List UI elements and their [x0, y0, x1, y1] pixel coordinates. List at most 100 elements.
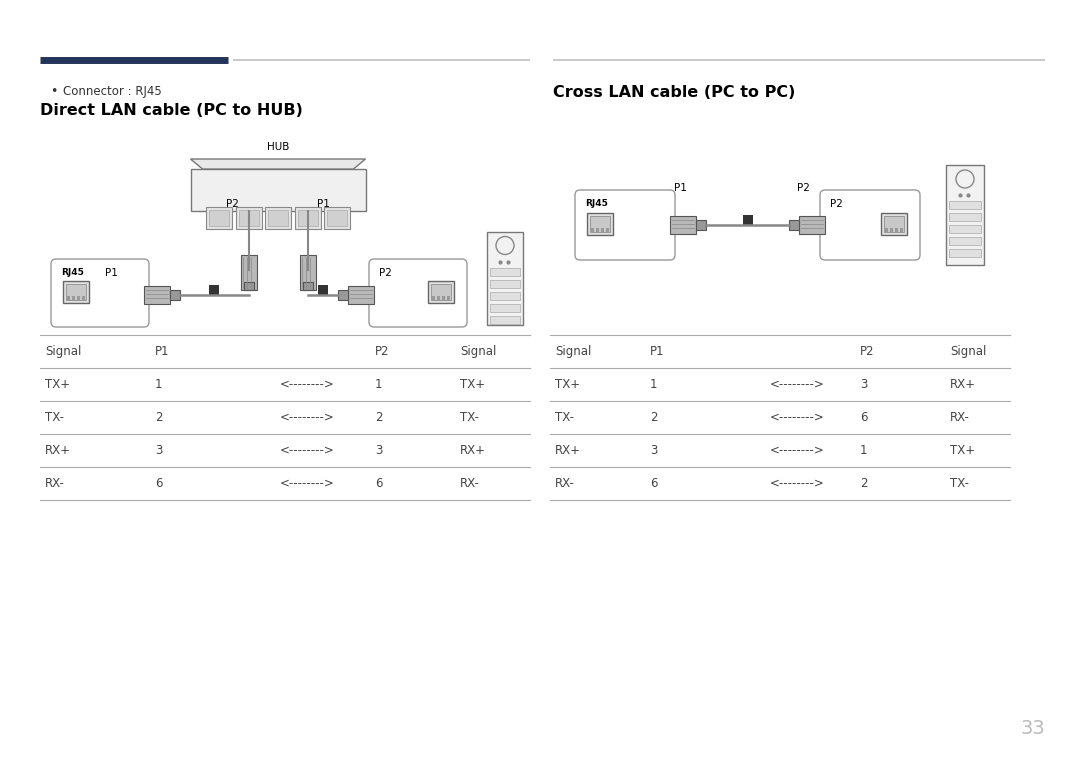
Text: 1: 1 [375, 378, 382, 391]
FancyBboxPatch shape [949, 249, 981, 257]
FancyBboxPatch shape [946, 165, 984, 265]
FancyBboxPatch shape [596, 228, 599, 232]
Text: 6: 6 [375, 477, 382, 490]
Text: RJ45: RJ45 [585, 199, 608, 208]
FancyBboxPatch shape [295, 207, 321, 229]
Text: 2: 2 [650, 411, 658, 424]
FancyBboxPatch shape [949, 213, 981, 221]
FancyBboxPatch shape [490, 268, 519, 275]
FancyBboxPatch shape [490, 291, 519, 300]
Text: P2: P2 [831, 199, 842, 209]
Text: 2: 2 [156, 411, 162, 424]
Polygon shape [190, 159, 365, 169]
Text: RX-: RX- [555, 477, 575, 490]
FancyBboxPatch shape [895, 228, 897, 232]
FancyBboxPatch shape [432, 296, 435, 300]
FancyBboxPatch shape [696, 220, 706, 230]
Text: Cross LAN cable (PC to PC): Cross LAN cable (PC to PC) [553, 85, 795, 100]
Text: <-------->: <--------> [280, 477, 335, 490]
Text: P2: P2 [860, 345, 875, 358]
FancyBboxPatch shape [799, 216, 825, 234]
FancyBboxPatch shape [900, 228, 903, 232]
FancyBboxPatch shape [235, 207, 261, 229]
Text: P2: P2 [375, 345, 390, 358]
FancyBboxPatch shape [490, 304, 519, 311]
Text: TX+: TX+ [45, 378, 70, 391]
FancyBboxPatch shape [820, 190, 920, 260]
Text: P1: P1 [156, 345, 170, 358]
Text: •: • [50, 85, 57, 98]
Text: Signal: Signal [555, 345, 592, 358]
FancyBboxPatch shape [437, 296, 440, 300]
Text: 3: 3 [650, 444, 658, 457]
Text: RX+: RX+ [950, 378, 976, 391]
Text: <-------->: <--------> [770, 378, 825, 391]
FancyBboxPatch shape [170, 290, 180, 300]
FancyBboxPatch shape [670, 216, 696, 234]
Text: 33: 33 [1021, 719, 1045, 738]
FancyBboxPatch shape [239, 210, 258, 226]
FancyBboxPatch shape [885, 216, 904, 232]
FancyBboxPatch shape [949, 201, 981, 209]
Text: RJ45: RJ45 [60, 268, 84, 277]
Text: TX-: TX- [45, 411, 64, 424]
FancyBboxPatch shape [297, 210, 318, 226]
FancyBboxPatch shape [327, 210, 347, 226]
Text: Connector : RJ45: Connector : RJ45 [63, 85, 162, 98]
Text: P2: P2 [226, 199, 239, 209]
Text: P1: P1 [674, 183, 687, 193]
Text: P1: P1 [650, 345, 664, 358]
Text: Signal: Signal [950, 345, 986, 358]
FancyBboxPatch shape [51, 259, 149, 327]
FancyBboxPatch shape [949, 237, 981, 245]
Text: RX-: RX- [950, 411, 970, 424]
Text: 2: 2 [375, 411, 382, 424]
FancyBboxPatch shape [428, 281, 454, 303]
FancyBboxPatch shape [588, 213, 613, 235]
FancyBboxPatch shape [210, 210, 229, 226]
Text: RX-: RX- [45, 477, 65, 490]
FancyBboxPatch shape [606, 228, 609, 232]
FancyBboxPatch shape [210, 285, 219, 295]
Text: RX+: RX+ [460, 444, 486, 457]
Text: 3: 3 [860, 378, 867, 391]
Text: 6: 6 [650, 477, 658, 490]
FancyBboxPatch shape [447, 296, 450, 300]
FancyBboxPatch shape [881, 213, 907, 235]
FancyBboxPatch shape [442, 296, 445, 300]
Text: TX-: TX- [555, 411, 573, 424]
FancyBboxPatch shape [63, 281, 89, 303]
Text: <-------->: <--------> [770, 444, 825, 457]
Text: RX+: RX+ [555, 444, 581, 457]
FancyBboxPatch shape [77, 296, 80, 300]
Text: <-------->: <--------> [280, 444, 335, 457]
FancyBboxPatch shape [265, 207, 291, 229]
FancyBboxPatch shape [490, 315, 519, 324]
Text: <-------->: <--------> [770, 477, 825, 490]
FancyBboxPatch shape [590, 216, 610, 232]
Text: <-------->: <--------> [280, 378, 335, 391]
FancyBboxPatch shape [324, 207, 350, 229]
Text: P2: P2 [797, 183, 810, 193]
FancyBboxPatch shape [743, 215, 753, 225]
FancyBboxPatch shape [299, 255, 315, 290]
FancyBboxPatch shape [885, 228, 888, 232]
Text: P1: P1 [318, 199, 330, 209]
Text: TX+: TX+ [555, 378, 580, 391]
FancyBboxPatch shape [144, 286, 170, 304]
FancyBboxPatch shape [890, 228, 893, 232]
FancyBboxPatch shape [268, 210, 288, 226]
Text: 1: 1 [650, 378, 658, 391]
Text: RX-: RX- [460, 477, 480, 490]
FancyBboxPatch shape [67, 296, 70, 300]
FancyBboxPatch shape [82, 296, 85, 300]
FancyBboxPatch shape [431, 284, 451, 300]
FancyBboxPatch shape [302, 282, 312, 290]
Text: TX-: TX- [460, 411, 480, 424]
FancyBboxPatch shape [487, 231, 523, 324]
Text: HUB: HUB [267, 142, 289, 152]
Text: 1: 1 [860, 444, 867, 457]
FancyBboxPatch shape [591, 228, 594, 232]
Text: <-------->: <--------> [280, 411, 335, 424]
Text: P1: P1 [105, 268, 118, 278]
